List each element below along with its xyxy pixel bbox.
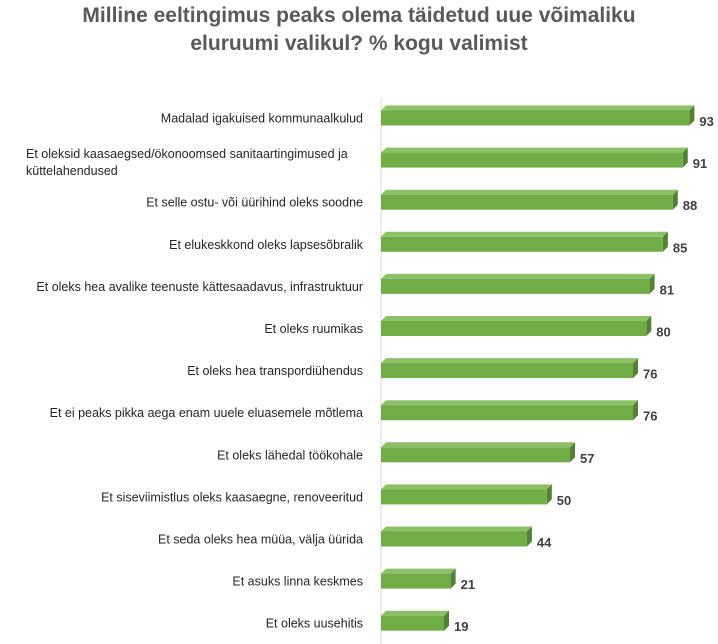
category-label: Et elukeskkond oleks lapsesõbralik bbox=[169, 238, 364, 252]
bar-top-face bbox=[381, 316, 652, 321]
bar-side-face bbox=[672, 189, 678, 210]
category-label: Et oleks ruumikas bbox=[264, 322, 363, 336]
bar-front-face bbox=[381, 110, 690, 126]
category-label: Et oleksid kaasaegsed/ökonoomsed sanitaa… bbox=[26, 147, 348, 178]
value-label: 19 bbox=[454, 619, 468, 634]
bar bbox=[381, 147, 688, 168]
bar-top-face bbox=[381, 231, 668, 237]
bar bbox=[381, 273, 655, 294]
bar-front-face bbox=[381, 405, 634, 421]
bar-side-face bbox=[649, 273, 655, 294]
bar-top-face bbox=[381, 484, 552, 490]
bar bbox=[381, 400, 639, 421]
chart-title-line-1: Milline eeltingimus peaks olema täidetud… bbox=[82, 4, 635, 27]
value-label: 21 bbox=[461, 577, 475, 592]
bar-top-face bbox=[381, 105, 695, 111]
bar-side-face bbox=[444, 610, 450, 631]
bar-side-face bbox=[546, 484, 552, 505]
bar-front-face bbox=[381, 531, 527, 547]
value-label: 80 bbox=[656, 325, 670, 340]
category-label: Et seda oleks hea müüa, välja üürida bbox=[158, 533, 363, 547]
bar-side-face bbox=[682, 147, 688, 168]
bar-side-face bbox=[526, 526, 532, 547]
category-label: Et asuks linna keskmes bbox=[232, 575, 363, 589]
bar bbox=[381, 610, 450, 631]
bar-side-face bbox=[646, 316, 652, 336]
value-label: 88 bbox=[683, 198, 697, 213]
bar-top-face bbox=[381, 442, 576, 448]
bar-top-face bbox=[381, 189, 678, 195]
bar-front-face bbox=[381, 278, 650, 294]
bar bbox=[381, 105, 695, 126]
category-label: Et siseviimistlus oleks kaasaegne, renov… bbox=[101, 490, 363, 504]
category-label: Et ei peaks pikka aega enam uuele eluase… bbox=[50, 406, 363, 420]
bar bbox=[381, 526, 532, 547]
bar-front-face bbox=[381, 447, 571, 463]
bar-side-face bbox=[570, 442, 576, 463]
bar-front-face bbox=[381, 489, 547, 505]
bar bbox=[381, 316, 652, 336]
chart-title: Milline eeltingimus peaks olema täidetud… bbox=[82, 4, 635, 55]
bar bbox=[381, 231, 668, 252]
bar-front-face bbox=[381, 321, 647, 336]
value-label: 76 bbox=[643, 409, 657, 424]
bar-top-face bbox=[381, 610, 450, 616]
value-label: 76 bbox=[643, 367, 657, 382]
category-label: Et selle ostu- või üürihind oleks soodne bbox=[146, 196, 363, 210]
value-label: 44 bbox=[537, 535, 552, 550]
bar-top-face bbox=[381, 273, 655, 279]
bar-front-face bbox=[381, 236, 663, 252]
plot-area: Madalad igakuised kommunaalkulud 93 Et ole… bbox=[26, 98, 714, 644]
bar bbox=[381, 484, 552, 505]
bar-front-face bbox=[381, 615, 445, 631]
bar-front-face bbox=[381, 363, 634, 379]
category-label: Et oleks hea transpordiühendus bbox=[187, 364, 363, 378]
bar-front-face bbox=[381, 573, 451, 589]
category-label: Et oleks lähedal töökohale bbox=[217, 448, 363, 462]
bar-top-face bbox=[381, 568, 456, 574]
value-label: 81 bbox=[660, 282, 674, 297]
bar bbox=[381, 568, 456, 589]
value-label: 93 bbox=[699, 114, 713, 129]
value-label: 50 bbox=[557, 493, 571, 508]
chart-title-line-2: eluruumi valikul? % kogu valimist bbox=[190, 32, 527, 55]
bar-top-face bbox=[381, 147, 688, 153]
bar bbox=[381, 358, 639, 379]
bar-front-face bbox=[381, 194, 673, 210]
bar-top-face bbox=[381, 526, 532, 532]
value-label: 57 bbox=[580, 451, 594, 466]
value-label: 91 bbox=[693, 156, 707, 171]
bar bbox=[381, 189, 678, 210]
bar-front-face bbox=[381, 152, 683, 168]
bar-side-face bbox=[689, 105, 695, 126]
category-label: Et oleks uusehitis bbox=[266, 617, 363, 631]
bar bbox=[381, 442, 576, 463]
bar-side-face bbox=[662, 231, 668, 252]
bar-top-face bbox=[381, 400, 639, 406]
bar-side-face bbox=[450, 568, 456, 589]
category-label: Madalad igakuised kommunaalkulud bbox=[161, 112, 363, 126]
value-label: 85 bbox=[673, 240, 687, 255]
bar-side-face bbox=[633, 400, 639, 421]
category-label: Et oleks hea avalike teenuste kättesaada… bbox=[36, 280, 363, 294]
bar-top-face bbox=[381, 358, 639, 364]
bar-side-face bbox=[633, 358, 639, 379]
